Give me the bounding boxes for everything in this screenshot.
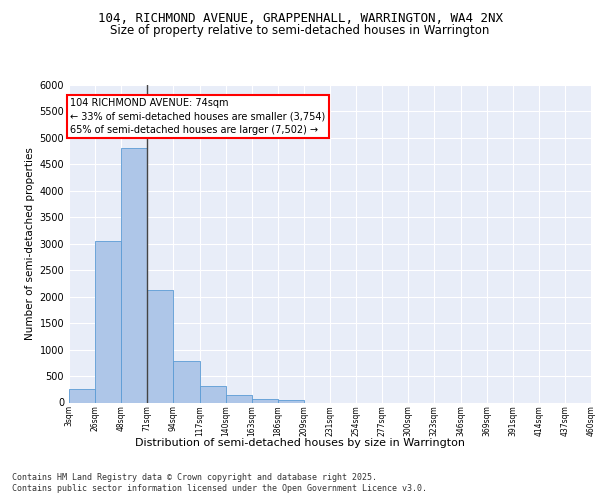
Text: 104, RICHMOND AVENUE, GRAPPENHALL, WARRINGTON, WA4 2NX: 104, RICHMOND AVENUE, GRAPPENHALL, WARRI… [97, 12, 503, 26]
Bar [148, 290, 173, 403]
Y-axis label: Number of semi-detached properties: Number of semi-detached properties [25, 148, 35, 340]
Text: Distribution of semi-detached houses by size in Warrington: Distribution of semi-detached houses by … [135, 438, 465, 448]
Bar [173, 361, 199, 403]
Text: 104 RICHMOND AVENUE: 74sqm
← 33% of semi-detached houses are smaller (3,754)
65%: 104 RICHMOND AVENUE: 74sqm ← 33% of semi… [70, 98, 326, 134]
Text: Size of property relative to semi-detached houses in Warrington: Size of property relative to semi-detach… [110, 24, 490, 37]
Bar [278, 400, 304, 402]
Text: Contains HM Land Registry data © Crown copyright and database right 2025.: Contains HM Land Registry data © Crown c… [12, 472, 377, 482]
Bar [69, 390, 95, 402]
Bar [252, 398, 278, 402]
Bar [199, 386, 226, 402]
Bar [121, 148, 148, 402]
Bar [226, 395, 252, 402]
Bar [95, 241, 121, 402]
Text: Contains public sector information licensed under the Open Government Licence v3: Contains public sector information licen… [12, 484, 427, 493]
